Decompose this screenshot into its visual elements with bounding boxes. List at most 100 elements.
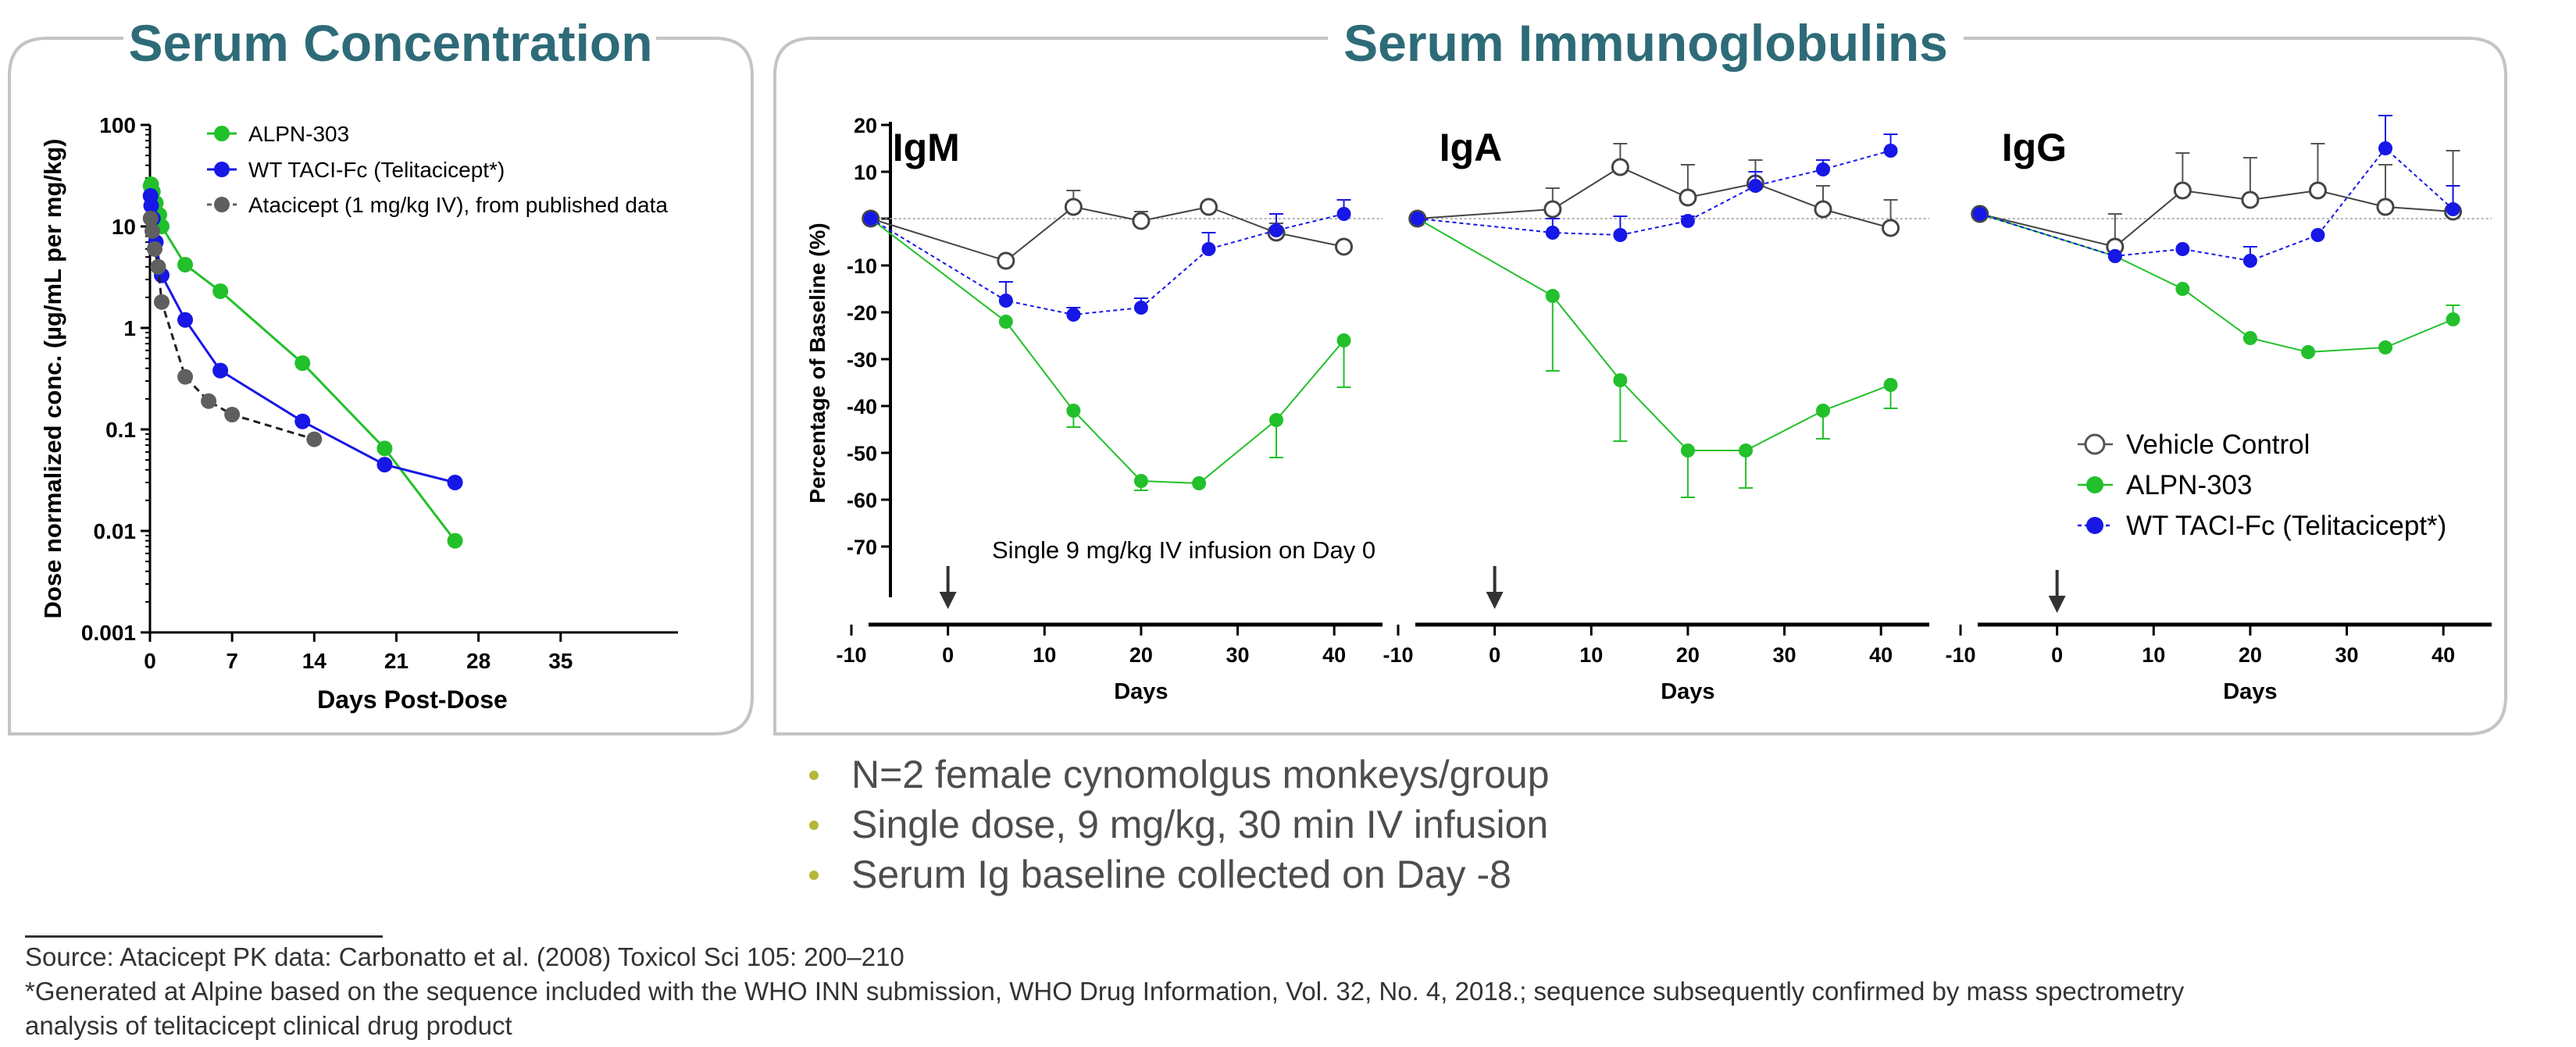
bullet-list: N=2 female cynomolgus monkeys/group Sing… — [805, 750, 1550, 899]
ig-ylabel: Percentage of Baseline (%) — [805, 223, 830, 503]
ig-data-point — [1748, 179, 1763, 193]
pk-y-tick-label: 0.1 — [105, 418, 136, 442]
ig-data-point — [2308, 181, 2327, 200]
ig-data-point — [2242, 254, 2257, 268]
ig-data-point — [863, 212, 878, 226]
pk-y-tick-label: 0.01 — [94, 519, 137, 543]
ig-data-point — [1545, 226, 1560, 240]
pk-ylabel: Dose normalized conc. (µg/mL per mg/kg) — [39, 138, 66, 618]
pk-data-point — [376, 457, 393, 473]
ig-x-tick-label: 0 — [942, 643, 954, 667]
ig-data-point — [1814, 200, 1832, 219]
pk-data-point — [447, 532, 463, 549]
bullet-dot — [809, 821, 819, 830]
legend-atacicept-marker — [214, 197, 230, 212]
ig-y-tick-label: 20 — [854, 114, 877, 137]
legend-vehicle-marker — [2084, 433, 2106, 455]
ig-data-point — [997, 251, 1015, 270]
ig-data-point — [2378, 141, 2392, 155]
ig-data-point — [1816, 404, 1830, 418]
left-panel-frame — [8, 37, 754, 735]
ig-panel-title: IgG — [2002, 126, 2067, 169]
ig-data-point — [1545, 289, 1560, 303]
ig-x-tick-label: 30 — [1226, 643, 1250, 667]
ig-x-tick-label: 0 — [2051, 643, 2063, 667]
ig-data-point — [1199, 198, 1218, 216]
pk-data-point — [376, 440, 393, 457]
legend-wt-marker — [214, 162, 230, 177]
pk-legend: ALPN-303 WT TACI-Fc (Telitacicept*) Atac… — [207, 122, 668, 217]
ig-data-point — [2446, 202, 2460, 216]
ig-data-point — [1883, 144, 1898, 158]
ig-data-point — [2310, 228, 2325, 242]
pk-y-tick-label: 10 — [112, 215, 136, 239]
ig-data-point — [1066, 308, 1081, 322]
legend-ig-wt-marker — [2086, 517, 2103, 534]
legend-alpn-marker — [214, 126, 230, 141]
ig-data-point — [1613, 228, 1628, 242]
ig-data-point — [998, 294, 1013, 308]
ig-x-tick-label: 40 — [1869, 643, 1893, 667]
pk-y-tick-label: 100 — [99, 113, 136, 137]
right-panel-title: Serum Immunoglobulins — [1343, 14, 1948, 72]
footnote-divider — [25, 935, 383, 938]
ig-x-tick-label: 20 — [1129, 643, 1153, 667]
dose-arrow-head — [939, 592, 957, 609]
ig-legend: Vehicle Control ALPN-303 WT TACI-Fc (Tel… — [2078, 429, 2446, 541]
pk-data-point — [294, 355, 311, 372]
legend-wt-label: WT TACI-Fc (Telitacicept*) — [248, 158, 505, 182]
ig-xlabel: Days — [1114, 679, 1168, 704]
ig-data-point — [2376, 198, 2395, 216]
ig-series-line — [1979, 213, 2453, 354]
ig-panel-title: IgA — [1440, 126, 1503, 169]
ig-x-tick-label: -10 — [1383, 643, 1413, 667]
ig-panel-igm: IgM -10 0 10 20 30 40 Days — [836, 126, 1383, 704]
bullet-text: Serum Ig baseline collected on Day -8 — [851, 853, 1511, 896]
dose-arrow-head — [1486, 592, 1504, 609]
legend-ig-alpn-marker — [2086, 476, 2103, 493]
pk-series-line — [149, 195, 455, 484]
bullet-item: Serum Ig baseline collected on Day -8 — [805, 849, 1550, 899]
ig-data-point — [2241, 191, 2260, 209]
bullet-item: Single dose, 9 mg/kg, 30 min IV infusion — [805, 799, 1550, 849]
ig-data-point — [1410, 212, 1425, 226]
ig-data-point — [1883, 378, 1898, 392]
ig-x-tick-label: -10 — [836, 643, 866, 667]
left-panel-title: Serum Concentration — [128, 14, 652, 72]
pk-x-tick-label: 7 — [226, 649, 238, 673]
ig-data-point — [1739, 443, 1754, 458]
ig-xlabel: Days — [2223, 679, 2277, 704]
ig-data-point — [1679, 188, 1697, 207]
ig-data-point — [1336, 333, 1351, 347]
ig-x-tick-label: 10 — [2142, 643, 2165, 667]
pk-x-tick-label: 21 — [384, 649, 409, 673]
pk-data-point — [212, 362, 229, 379]
pk-data-point — [212, 283, 229, 299]
ig-data-point — [1882, 219, 1900, 237]
ig-data-point — [1336, 207, 1351, 221]
ig-data-point — [2446, 312, 2460, 326]
pk-data-point — [144, 223, 161, 239]
bullet-dot — [809, 771, 819, 780]
pk-data-point — [224, 407, 241, 423]
footnote-source: Source: Atacicept PK data: Carbonatto et… — [25, 942, 904, 971]
ig-data-point — [1269, 413, 1283, 427]
ig-y-tick-label: -40 — [847, 395, 877, 418]
ig-annotation: Single 9 mg/kg IV infusion on Day 0 — [992, 536, 1375, 564]
ig-x-tick-label: 40 — [1322, 643, 1346, 667]
dose-arrow-head — [2048, 596, 2066, 613]
footnote-generated-line2: analysis of telitacicept clinical drug p… — [25, 1011, 512, 1040]
ig-x-tick-label: 30 — [2335, 643, 2359, 667]
ig-data-point — [1543, 200, 1562, 219]
legend-alpn-label: ALPN-303 — [248, 122, 349, 146]
ig-panels: 20 10 0 -10 -20 -30 -40 -50 -60 -70 IgM -10 0 10 20 30 4… — [836, 114, 2492, 704]
ig-data-point — [1201, 242, 1216, 256]
ig-x-tick-label: 0 — [1489, 643, 1500, 667]
ig-x-tick-label: 10 — [1033, 643, 1056, 667]
ig-x-tick-label: 20 — [2239, 643, 2262, 667]
bullet-text: N=2 female cynomolgus monkeys/group — [851, 753, 1550, 796]
ig-x-tick-label: 40 — [2432, 643, 2455, 667]
ig-x-tick-label: 30 — [1773, 643, 1796, 667]
pk-data-point — [142, 210, 159, 226]
